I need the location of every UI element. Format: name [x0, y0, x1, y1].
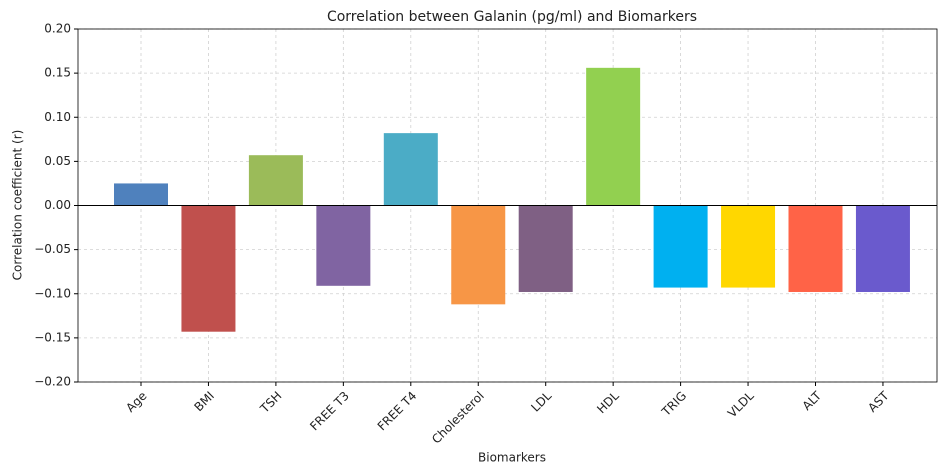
x-tick-label: Cholesterol [429, 389, 487, 447]
bar [451, 205, 506, 305]
y-tick-label: −0.10 [34, 286, 71, 300]
x-tick-label: VLDL [725, 388, 757, 420]
bar [586, 67, 641, 206]
bar [653, 205, 708, 288]
x-tick-label: BMI [192, 389, 218, 415]
y-tick-label: −0.20 [34, 375, 71, 389]
plot-frame [77, 28, 938, 383]
bar [855, 205, 910, 292]
x-tick-label: AST [865, 388, 892, 415]
x-tick-label: TRIG [658, 389, 689, 420]
y-tick-label: 0.00 [44, 198, 71, 212]
bar [181, 205, 236, 332]
y-tick-label: −0.15 [34, 330, 71, 344]
x-tick-label: Age [123, 389, 149, 415]
x-axis-label: Biomarkers [478, 451, 546, 465]
y-tick-label: 0.10 [44, 110, 71, 124]
bar [316, 205, 371, 286]
bar [721, 205, 776, 288]
x-tick-label: TSH [257, 389, 285, 417]
y-tick-label: 0.05 [44, 154, 71, 168]
x-tick-label: HDL [594, 388, 622, 416]
x-tick-label: LDL [528, 388, 554, 414]
bar [518, 205, 573, 292]
bar [248, 155, 303, 206]
x-tick-label: FREE T3 [307, 389, 352, 434]
x-tick-label: ALT [800, 388, 825, 413]
y-tick-label: 0.20 [44, 22, 71, 36]
chart-title: Correlation between Galanin (pg/ml) and … [327, 9, 697, 25]
x-tick-label: FREE T4 [375, 389, 420, 434]
bar [383, 133, 438, 206]
y-axis-label: Correlation coefficient (r) [11, 130, 25, 281]
y-tick-label: 0.15 [44, 66, 71, 80]
y-tick-label: −0.05 [34, 242, 71, 256]
bar [788, 205, 843, 292]
bar [114, 183, 168, 206]
